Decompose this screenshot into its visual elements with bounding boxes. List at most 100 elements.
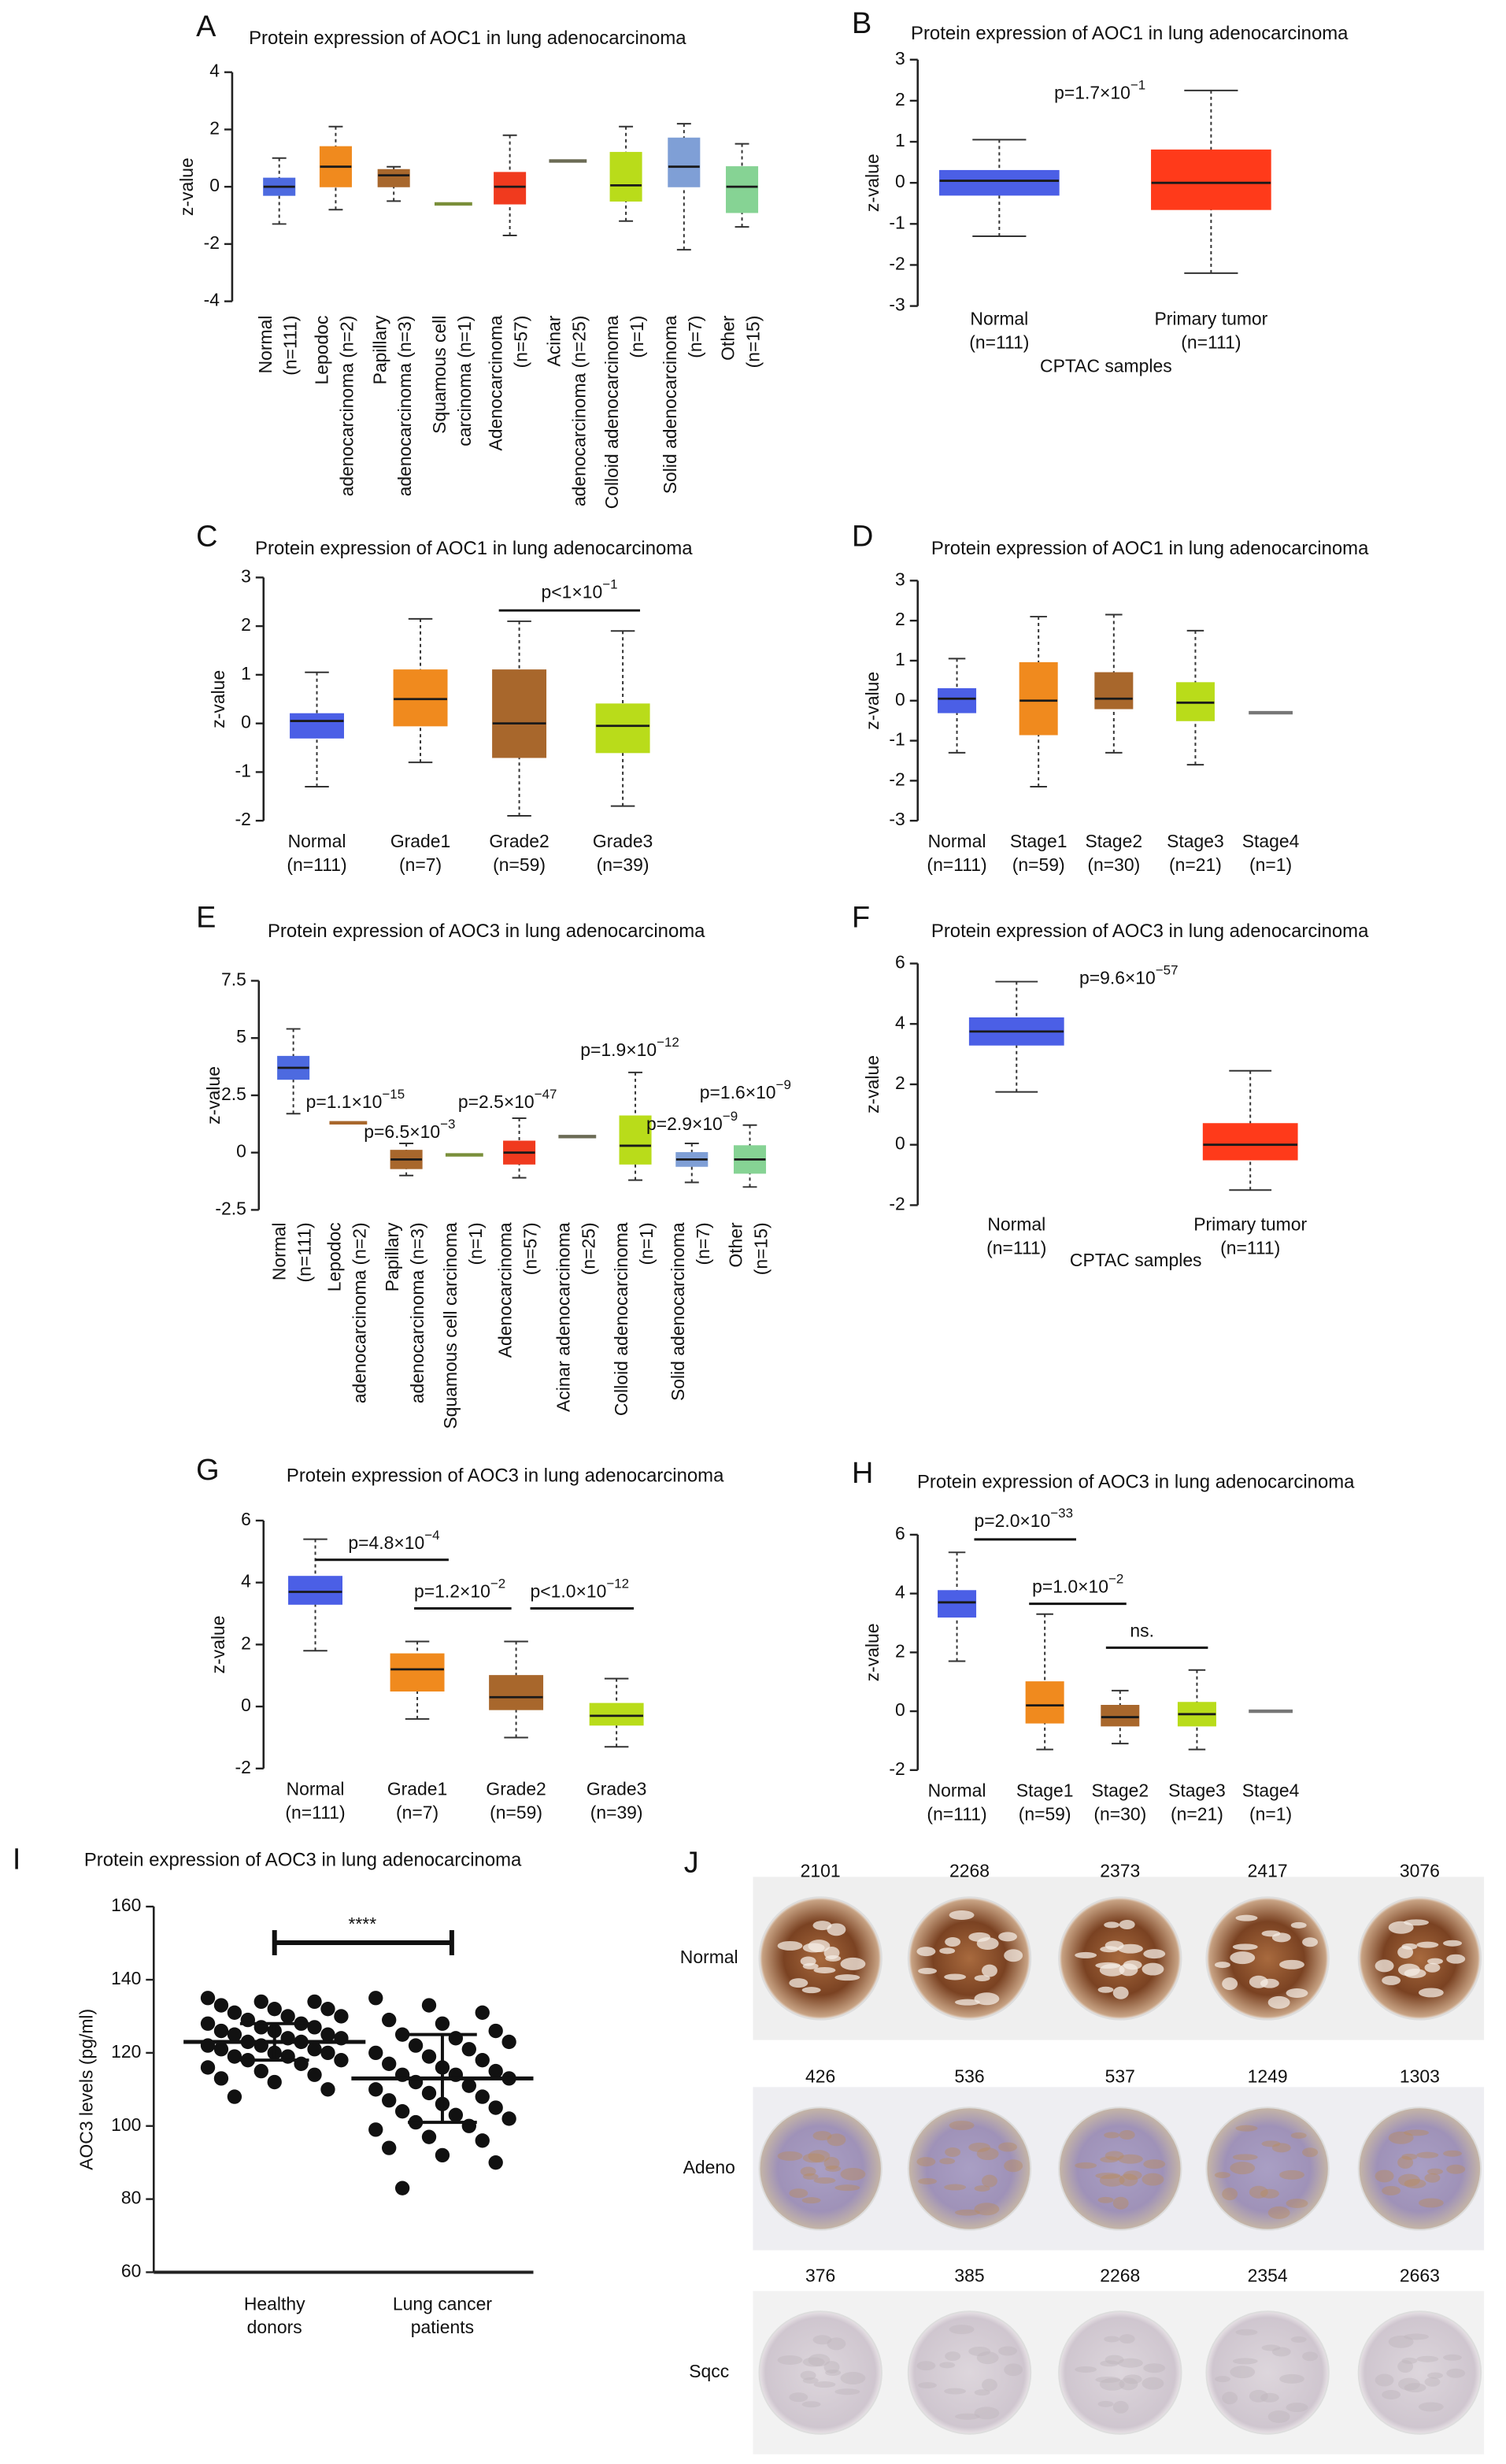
box	[393, 669, 448, 727]
data-point	[394, 2181, 410, 2195]
box	[1101, 1705, 1140, 1727]
core-id: 3076	[1400, 1860, 1440, 1880]
tissue-texture	[1214, 2376, 1230, 2383]
x-tick-label: (n=21)	[1171, 1804, 1223, 1825]
tissue-texture	[974, 1992, 1000, 2006]
box	[939, 169, 1060, 196]
tissue-texture	[1143, 2159, 1166, 2169]
tissue-texture	[1418, 1988, 1444, 1998]
x-tick-label: Grade2	[486, 1779, 546, 1799]
tissue-texture	[813, 1966, 836, 1973]
tissue-texture	[1279, 1959, 1304, 1969]
annotation: p=1.9×10−12	[580, 1036, 679, 1061]
tissue-core	[907, 1896, 1032, 2021]
tissue-texture	[802, 2153, 825, 2163]
tissue-texture	[1418, 2402, 1444, 2412]
tissue-core	[1205, 2310, 1330, 2435]
tissue-texture	[1261, 1930, 1281, 1937]
data-point	[227, 2049, 242, 2064]
tissue-texture	[1416, 2151, 1439, 2158]
data-point	[200, 1991, 216, 2006]
x-tick-label: Normal	[970, 309, 1028, 329]
y-tick-label: 6	[241, 1509, 251, 1529]
data-point	[448, 2107, 464, 2122]
tissue-texture	[1271, 2347, 1291, 2357]
y-tick-label: -2	[889, 254, 905, 274]
annotation-exponent: −4	[424, 1528, 439, 1543]
tissue-texture	[1404, 2129, 1429, 2136]
data-point	[320, 2027, 335, 2042]
core-id: 2663	[1400, 2265, 1440, 2285]
data-point	[334, 2053, 349, 2068]
y-tick-label: -2	[235, 809, 250, 829]
annotation-text: p=1.6×10	[700, 1082, 776, 1102]
x-tick-label: (n=111)	[287, 854, 346, 875]
y-axis-label: z-value	[862, 1055, 883, 1113]
panel-letter: E	[196, 902, 216, 935]
annotation: ns.	[1130, 1620, 1154, 1640]
panel-letter: A	[196, 10, 216, 43]
core-id: 536	[954, 2066, 984, 2086]
tissue-texture	[1232, 1943, 1258, 1951]
x-tick-label: Colloid adenocarcinoma	[611, 1222, 631, 1416]
annotation: p=1.0×10−2	[1032, 1572, 1123, 1597]
tissue-texture	[1117, 1943, 1143, 1954]
tissue-texture	[827, 2337, 846, 2351]
tissue-texture	[1099, 1963, 1125, 1977]
box	[595, 703, 650, 754]
y-tick-label: 0	[895, 689, 905, 710]
tissue-texture	[823, 2157, 840, 2169]
x-tick-label: (n=30)	[1093, 1804, 1146, 1825]
x-tick-label: Normal	[288, 831, 346, 851]
annotation-exponent: −9	[723, 1109, 738, 1124]
tissue-texture	[944, 2184, 967, 2191]
tissue-texture	[1104, 2132, 1120, 2139]
y-axis-label: z-value	[203, 1066, 224, 1125]
tissue-texture	[840, 1957, 866, 1970]
x-tick-label: (n=30)	[1087, 854, 1140, 875]
y-tick-label: 0	[895, 171, 905, 191]
tissue-texture	[1119, 2173, 1138, 2187]
core-id: 426	[805, 2066, 835, 2086]
data-point	[394, 2027, 410, 2042]
tissue-texture	[1119, 2334, 1135, 2344]
tissue-texture	[1267, 2206, 1290, 2219]
x-tick-label: Papillary	[369, 315, 390, 384]
tissue-texture	[1388, 1921, 1414, 1934]
panel-letter: G	[196, 1454, 219, 1487]
tissue-texture	[939, 2362, 956, 2369]
y-tick-label: 7.5	[221, 969, 246, 990]
tissue-texture	[777, 1940, 803, 1951]
y-tick-label: 5	[236, 1026, 246, 1047]
tissue-texture	[801, 2401, 821, 2408]
annotation-exponent: −2	[1108, 1572, 1123, 1587]
x-tick-label: (n=111)	[927, 854, 986, 875]
y-tick-label: 4	[895, 1012, 905, 1032]
tissue-texture	[1443, 2150, 1462, 2157]
y-tick-label: 3	[895, 48, 905, 69]
chart-title: Protein expression of AOC3 in lung adeno…	[268, 921, 705, 942]
data-point	[488, 2063, 503, 2079]
data-point	[408, 2038, 424, 2053]
tissue-texture	[802, 1962, 819, 1969]
tissue-texture	[840, 2167, 866, 2181]
data-point	[421, 1998, 437, 2013]
tissue-texture	[1267, 2410, 1290, 2423]
tissue-texture	[916, 2361, 936, 2371]
tissue-texture	[1286, 2199, 1308, 2208]
tissue-texture	[945, 1937, 961, 1947]
tissue-core	[1205, 1896, 1330, 2021]
annotation-text: ****	[348, 1914, 376, 1934]
box	[489, 1675, 544, 1710]
x-tick-label: Lepodoc	[312, 316, 332, 385]
tissue-texture	[1119, 2377, 1138, 2391]
tissue-texture	[918, 2382, 938, 2389]
tissue-texture	[1443, 1940, 1462, 1947]
tissue-texture	[1123, 2170, 1142, 2181]
chart-title: Protein expression of AOC1 in lung adeno…	[249, 28, 686, 49]
tissue-core	[1357, 2310, 1482, 2435]
tissue-texture	[1099, 2173, 1125, 2187]
tissue-texture	[1142, 1962, 1164, 1976]
annotation: p=1.1×10−15	[306, 1087, 405, 1112]
tissue-texture	[1117, 2154, 1143, 2164]
